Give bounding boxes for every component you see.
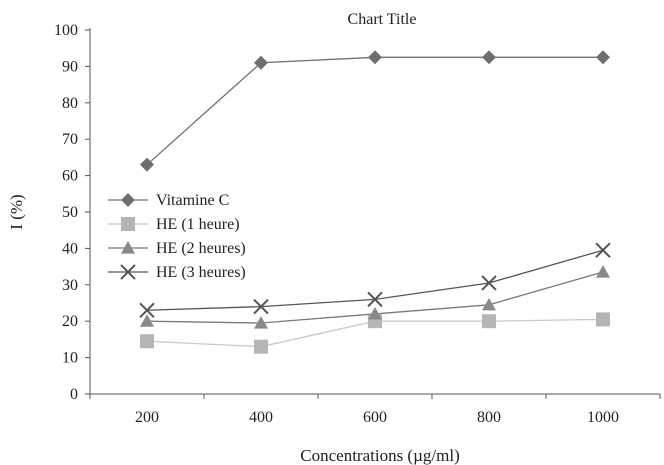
x-tick-label: 800 bbox=[477, 409, 501, 426]
x-tick-label: 1000 bbox=[587, 409, 619, 426]
data-point bbox=[482, 314, 496, 329]
data-point bbox=[254, 55, 268, 70]
legend-label: Vitamine C bbox=[156, 192, 229, 209]
series-1 bbox=[140, 50, 610, 172]
legend: Vitamine C HE (1 heure) HE (2 heures) HE (3… bbox=[108, 192, 246, 281]
data-point bbox=[368, 50, 382, 65]
legend-label: HE (2 heures) bbox=[156, 240, 246, 257]
legend-item: Vitamine C bbox=[108, 192, 229, 209]
chart-title: Chart Title bbox=[348, 11, 417, 28]
series-line bbox=[146, 56, 603, 166]
y-tick-label: 50 bbox=[62, 204, 78, 221]
data-point bbox=[482, 50, 496, 65]
y-tick-label: 80 bbox=[62, 95, 78, 112]
data-point bbox=[482, 297, 496, 311]
y-tick-label: 10 bbox=[62, 350, 78, 367]
series-3 bbox=[140, 265, 610, 329]
x-tick-label: 200 bbox=[135, 409, 159, 426]
legend-marker bbox=[121, 193, 135, 207]
data-point bbox=[481, 275, 497, 291]
data-point bbox=[254, 339, 268, 354]
y-tick-label: 0 bbox=[70, 386, 78, 403]
data-point bbox=[139, 302, 155, 318]
data-point bbox=[253, 298, 269, 315]
data-point bbox=[140, 157, 154, 172]
legend-label: HE (3 heures) bbox=[156, 264, 246, 281]
data-point bbox=[140, 314, 154, 327]
data-point bbox=[254, 316, 268, 329]
x-axis-label: Concentrations (µg/ml) bbox=[300, 446, 459, 465]
data-point bbox=[596, 312, 610, 327]
y-tick-label: 60 bbox=[62, 168, 78, 185]
data-point bbox=[595, 242, 611, 258]
data-point bbox=[596, 50, 610, 65]
data-point bbox=[140, 334, 154, 349]
data-point bbox=[367, 291, 383, 308]
axes bbox=[85, 28, 661, 399]
legend-marker bbox=[121, 217, 135, 231]
legend-marker bbox=[120, 264, 136, 280]
y-tick-label: 20 bbox=[62, 313, 78, 330]
x-tick-label: 400 bbox=[249, 409, 273, 426]
plot-area bbox=[139, 50, 611, 354]
y-axis-label: I (%) bbox=[7, 194, 26, 229]
legend-item: HE (1 heure) bbox=[108, 216, 240, 233]
x-tick-label: 600 bbox=[363, 409, 387, 426]
y-tick-label: 90 bbox=[62, 58, 78, 75]
y-tick-labels: 0 10 20 30 40 50 60 70 80 90 100 bbox=[54, 22, 78, 403]
legend-marker bbox=[121, 241, 135, 254]
y-tick-label: 70 bbox=[62, 131, 78, 148]
legend-label: HE (1 heure) bbox=[156, 216, 240, 233]
legend-item: HE (3 heures) bbox=[108, 264, 246, 281]
data-point bbox=[596, 265, 610, 278]
y-tick-label: 40 bbox=[62, 240, 78, 257]
x-tick-labels: 200 400 600 800 1000 bbox=[135, 409, 619, 426]
y-tick-label: 100 bbox=[54, 22, 78, 39]
legend-item: HE (2 heures) bbox=[108, 240, 246, 257]
data-point bbox=[368, 306, 382, 320]
series-4 bbox=[139, 242, 611, 318]
y-tick-label: 30 bbox=[62, 277, 78, 294]
